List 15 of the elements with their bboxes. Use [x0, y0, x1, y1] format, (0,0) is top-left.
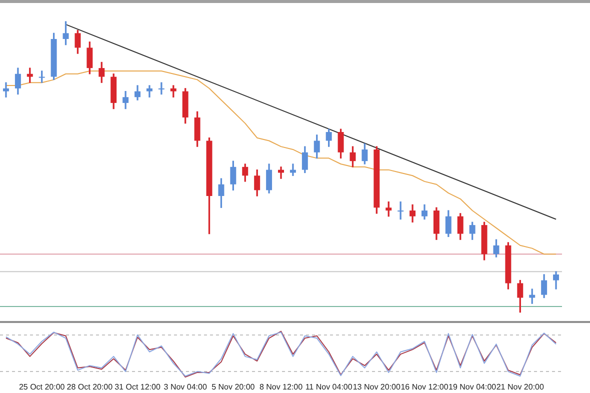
- x-tick-label: 13 Nov 20:00: [352, 382, 402, 392]
- candlestick: [158, 82, 164, 95]
- candlestick: [2, 82, 9, 98]
- x-tick-label: 19 Nov 04:00: [448, 382, 497, 392]
- candlestick: [146, 85, 152, 98]
- x-tick-label: 31 Oct 12:00: [114, 382, 161, 392]
- x-tick-label: 28 Oct 20:00: [66, 382, 114, 392]
- x-tick-label: 11 Nov 04:00: [305, 382, 353, 392]
- x-tick-label: 8 Nov 12:00: [259, 382, 304, 392]
- x-tick-label: 25 Oct 20:00: [18, 382, 66, 392]
- candlestick: [398, 201, 404, 220]
- x-tick-label: 5 Nov 20:00: [212, 382, 256, 392]
- x-tick-label: 3 Nov 04:00: [164, 382, 208, 392]
- x-tick-label: 16 Nov 12:00: [400, 382, 449, 392]
- x-tick-label: 21 Nov 20:00: [496, 382, 544, 392]
